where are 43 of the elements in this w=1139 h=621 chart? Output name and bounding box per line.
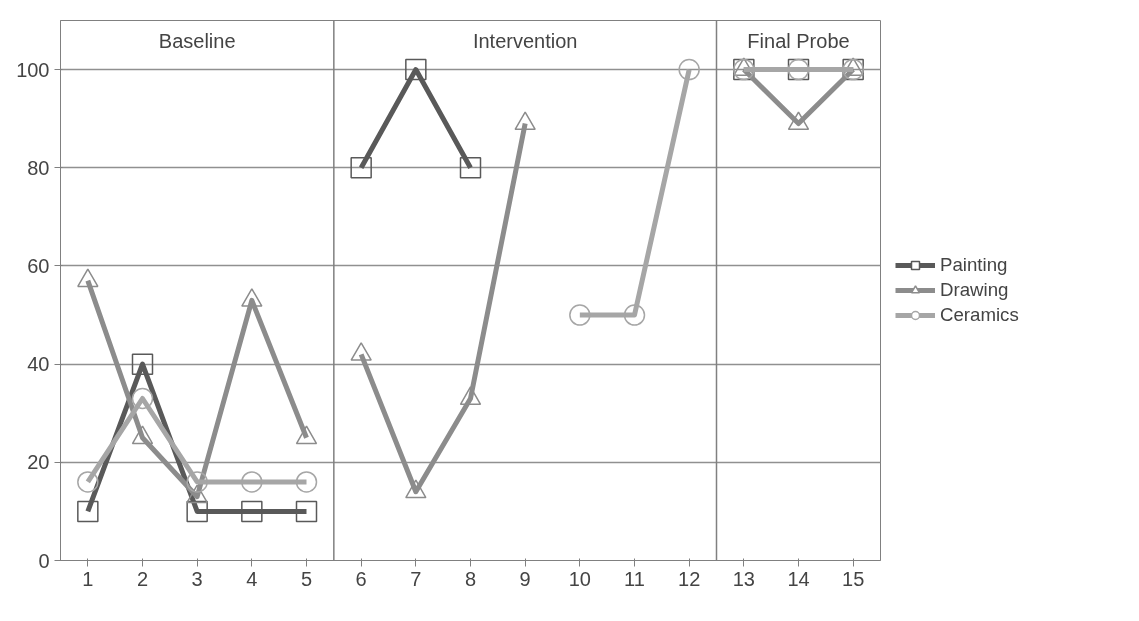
y-tick-label: 0 (38, 549, 50, 572)
x-tick-label: 6 (355, 567, 367, 590)
y-tick-label: 80 (27, 156, 50, 179)
annotation: Final Probe (747, 29, 850, 52)
x-tick-label: 13 (732, 567, 755, 590)
x-tick-label: 2 (136, 567, 149, 590)
x-tick-label: 14 (787, 567, 810, 590)
point (295, 500, 318, 523)
point (131, 353, 154, 375)
x-tick-label: 3 (191, 567, 203, 590)
point (350, 157, 372, 179)
legend-label: Painting (940, 254, 1009, 276)
y-tick-label: 20 (27, 451, 50, 474)
x-tick-label: 1 (82, 567, 94, 590)
x-tick-label: 8 (464, 567, 477, 590)
point (241, 471, 263, 493)
x-tick-label: 15 (842, 567, 865, 590)
point (569, 304, 591, 326)
x-tick-label: 5 (300, 567, 313, 590)
x-tick-label: 9 (519, 567, 531, 590)
y-tick-label: 40 (27, 353, 50, 376)
x-tick-label: 12 (678, 567, 701, 590)
x-tick-label: 4 (246, 567, 258, 590)
annotation: Intervention (472, 29, 578, 52)
y-tick-label: 100 (16, 58, 50, 81)
point (186, 500, 208, 523)
point (459, 157, 482, 179)
point (186, 471, 208, 493)
x-tick-label: 7 (410, 567, 422, 590)
point (77, 500, 99, 523)
x-tick-label: 11 (624, 567, 645, 590)
point (241, 500, 263, 523)
x-tick-label: 10 (568, 567, 591, 590)
point (77, 471, 99, 493)
legend-label: Drawing (940, 279, 1010, 301)
legend-label: Ceramics (940, 304, 1020, 326)
point (405, 58, 427, 81)
annotation: Baseline (158, 29, 236, 52)
point (131, 387, 154, 410)
point (623, 304, 646, 326)
point (678, 58, 700, 81)
y-tick-label: 60 (27, 254, 50, 277)
point (295, 471, 318, 493)
